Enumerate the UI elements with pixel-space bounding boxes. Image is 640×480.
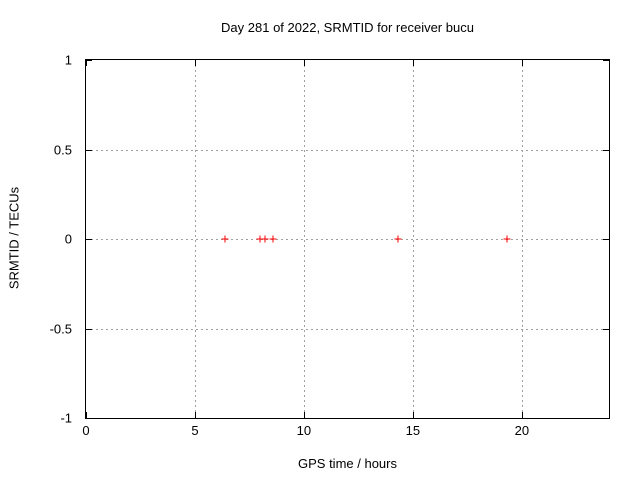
- y-gridline: [86, 239, 609, 240]
- x-axis-label: GPS time / hours: [298, 456, 397, 471]
- plot-area: [85, 59, 610, 419]
- x-tick-label: 5: [191, 423, 199, 438]
- data-point-marker: [503, 235, 511, 243]
- y-tick-mark-right: [603, 239, 609, 240]
- x-tick-label: 15: [405, 423, 421, 438]
- x-tick-mark-top: [86, 60, 87, 66]
- y-tick-mark-right: [603, 418, 609, 419]
- y-tick-mark-left: [86, 328, 92, 330]
- chart-title: Day 281 of 2022, SRMTID for receiver buc…: [221, 20, 474, 35]
- data-point-marker: [269, 235, 277, 243]
- data-point-marker: [256, 235, 264, 243]
- data-point-marker: [221, 235, 229, 243]
- y-tick-mark-left: [86, 149, 92, 151]
- y-gridline: [86, 328, 609, 330]
- y-tick-label: 1: [64, 52, 72, 68]
- x-tick-mark-bottom: [521, 412, 523, 418]
- y-tick-mark-left: [86, 418, 92, 419]
- x-tick-mark-top: [303, 60, 305, 66]
- y-tick-label: 0.5: [53, 142, 72, 157]
- x-tick-label: 10: [296, 423, 312, 438]
- x-tick-label: 0: [82, 423, 90, 438]
- y-tick-mark-left: [86, 239, 92, 240]
- y-tick-label: -0.5: [49, 321, 72, 336]
- data-point-marker: [394, 235, 402, 243]
- y-tick-mark-right: [603, 149, 609, 151]
- x-tick-label: 20: [514, 423, 530, 438]
- x-tick-mark-top: [412, 60, 414, 66]
- y-tick-mark-right: [603, 328, 609, 330]
- y-gridline: [86, 149, 609, 151]
- y-tick-mark-right: [603, 60, 609, 61]
- x-tick-mark-bottom: [303, 412, 305, 418]
- data-point-marker: [261, 235, 269, 243]
- x-tick-mark-bottom: [194, 412, 196, 418]
- x-tick-mark-bottom: [412, 412, 414, 418]
- y-tick-label: -1: [60, 410, 72, 426]
- y-tick-mark-left: [86, 60, 92, 61]
- y-tick-label: 0: [64, 231, 72, 247]
- x-tick-mark-bottom: [86, 412, 87, 418]
- x-tick-mark-top: [521, 60, 523, 66]
- x-tick-mark-top: [194, 60, 196, 66]
